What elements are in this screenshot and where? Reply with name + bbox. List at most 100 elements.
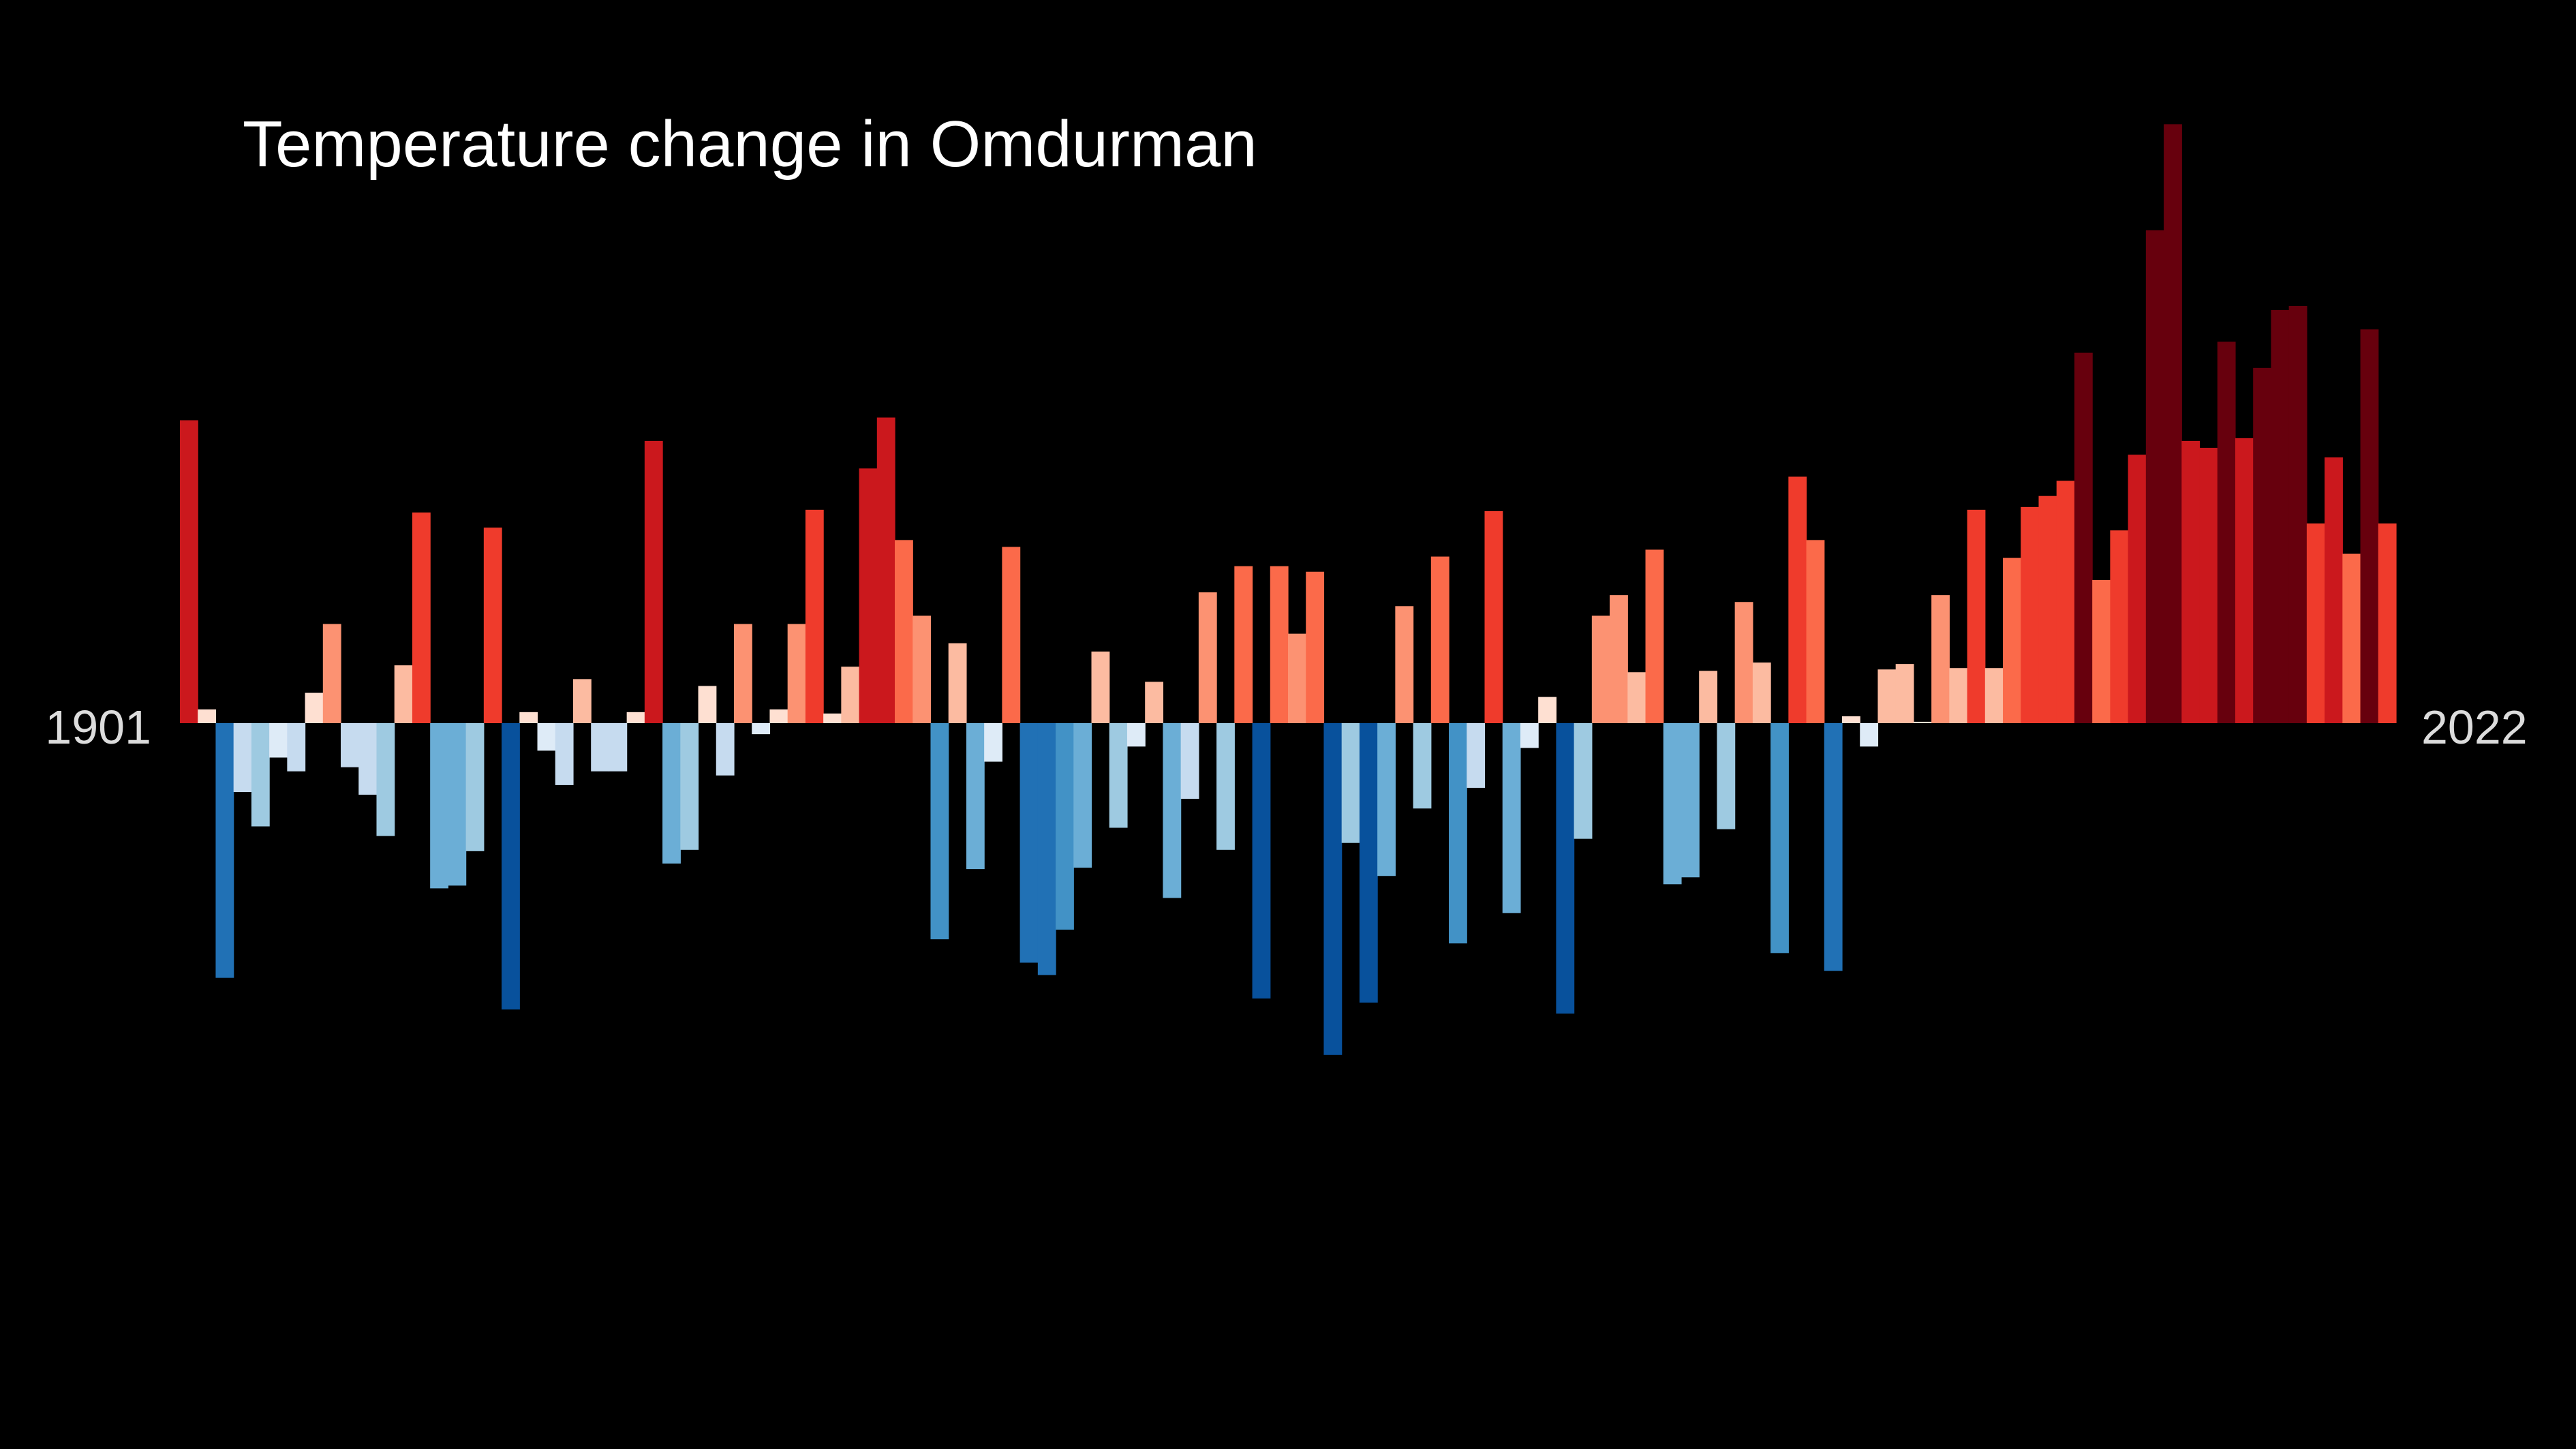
bar-2012 <box>2164 124 2182 724</box>
bar-1964 <box>1306 571 1325 723</box>
bar-1976 <box>1520 723 1539 748</box>
bar-1927 <box>644 440 663 723</box>
bar-1909 <box>322 624 341 723</box>
bar-1988 <box>1734 602 1753 723</box>
bar-1991 <box>1788 476 1807 723</box>
bar-1965 <box>1323 723 1343 1055</box>
bar-2022 <box>2342 553 2361 723</box>
bar-1974 <box>1484 510 1503 723</box>
bar-1926 <box>626 712 645 723</box>
bar-1953 <box>1109 723 1128 828</box>
bar-1943 <box>930 723 949 940</box>
bar-1913 <box>394 665 413 723</box>
bar-2014 <box>2199 448 2218 723</box>
bar-1925 <box>609 723 628 772</box>
bar-1935 <box>787 624 806 723</box>
bar-2006 <box>2056 481 2075 723</box>
bar-1971 <box>1430 556 1450 723</box>
bar-1955 <box>1145 682 1164 723</box>
bar-1920 <box>519 712 538 723</box>
bar-1961 <box>1252 723 1271 998</box>
bar-1973 <box>1467 723 1486 788</box>
chart-title: Temperature change in Omdurman <box>243 108 1257 181</box>
bar-1958 <box>1198 592 1217 723</box>
bar-1992 <box>1806 540 1825 723</box>
x-end-label: 2022 <box>2421 701 2528 754</box>
bar-1969 <box>1395 606 1414 723</box>
bar-1972 <box>1449 723 1467 944</box>
bar-1911 <box>358 723 378 795</box>
bar-2015 <box>2217 341 2236 724</box>
bar-2002 <box>1984 668 2004 723</box>
bar-1989 <box>1752 662 1771 723</box>
bar-1981 <box>1610 595 1628 723</box>
bar-1937 <box>823 713 842 723</box>
bar-1998 <box>1913 721 1932 723</box>
bar-1968 <box>1377 723 1396 876</box>
bar-2003 <box>2003 558 2021 723</box>
bar-1995 <box>1860 723 1879 747</box>
bar-1922 <box>555 723 574 785</box>
bar-1956 <box>1163 723 1182 898</box>
bar-1930 <box>698 686 717 723</box>
bar-1987 <box>1717 723 1736 829</box>
bar-1907 <box>287 723 306 772</box>
bar-1923 <box>572 679 592 723</box>
bar-1994 <box>1842 716 1860 723</box>
bar-1952 <box>1091 651 1110 723</box>
bar-1915 <box>430 723 448 889</box>
bar-1921 <box>537 723 556 751</box>
bar-1914 <box>412 512 431 723</box>
bar-1951 <box>1073 723 1092 868</box>
bar-2018 <box>2271 310 2290 723</box>
bar-2005 <box>2038 495 2057 723</box>
bar-1916 <box>448 723 467 886</box>
bar-1941 <box>895 540 913 723</box>
bar-1924 <box>591 723 610 772</box>
bar-1975 <box>1502 723 1521 913</box>
bar-1910 <box>341 723 359 767</box>
bar-1977 <box>1538 697 1557 723</box>
bar-2008 <box>2092 579 2111 723</box>
bar-1999 <box>1931 595 1950 723</box>
bar-2011 <box>2145 230 2164 724</box>
bar-2007 <box>2074 352 2093 723</box>
bar-1932 <box>734 624 752 723</box>
bar-1984 <box>1663 723 1682 885</box>
bar-1912 <box>376 723 395 836</box>
bar-1986 <box>1699 671 1718 723</box>
bar-2021 <box>2325 457 2343 723</box>
bar-1901 <box>180 420 198 723</box>
bar-1997 <box>1895 664 1914 723</box>
bar-1967 <box>1359 723 1378 1003</box>
bar-1917 <box>465 723 485 851</box>
bar-1947 <box>1002 547 1021 723</box>
bar-2009 <box>2110 530 2129 723</box>
bar-1949 <box>1037 723 1056 975</box>
bar-1980 <box>1591 615 1610 723</box>
bar-1970 <box>1413 723 1432 809</box>
bar-2017 <box>2253 367 2272 723</box>
bar-2016 <box>2235 438 2254 723</box>
bar-1946 <box>984 723 1002 762</box>
bar-1944 <box>948 643 967 723</box>
bar-1963 <box>1288 633 1306 723</box>
bar-2001 <box>1967 509 1986 723</box>
bar-1902 <box>198 709 217 723</box>
bar-1904 <box>233 723 252 792</box>
bar-1993 <box>1824 723 1843 971</box>
bar-1929 <box>680 723 699 850</box>
bar-1905 <box>251 723 270 827</box>
bar-1942 <box>913 615 932 723</box>
bar-2000 <box>1949 668 1968 723</box>
bar-1908 <box>305 692 324 723</box>
bar-1938 <box>841 667 860 723</box>
bar-1950 <box>1056 723 1074 930</box>
bar-1960 <box>1234 566 1253 723</box>
bar-1928 <box>662 723 681 864</box>
bar-2004 <box>2021 506 2040 723</box>
bar-1979 <box>1574 723 1593 839</box>
bar-1948 <box>1019 723 1039 963</box>
bar-1985 <box>1681 723 1700 878</box>
